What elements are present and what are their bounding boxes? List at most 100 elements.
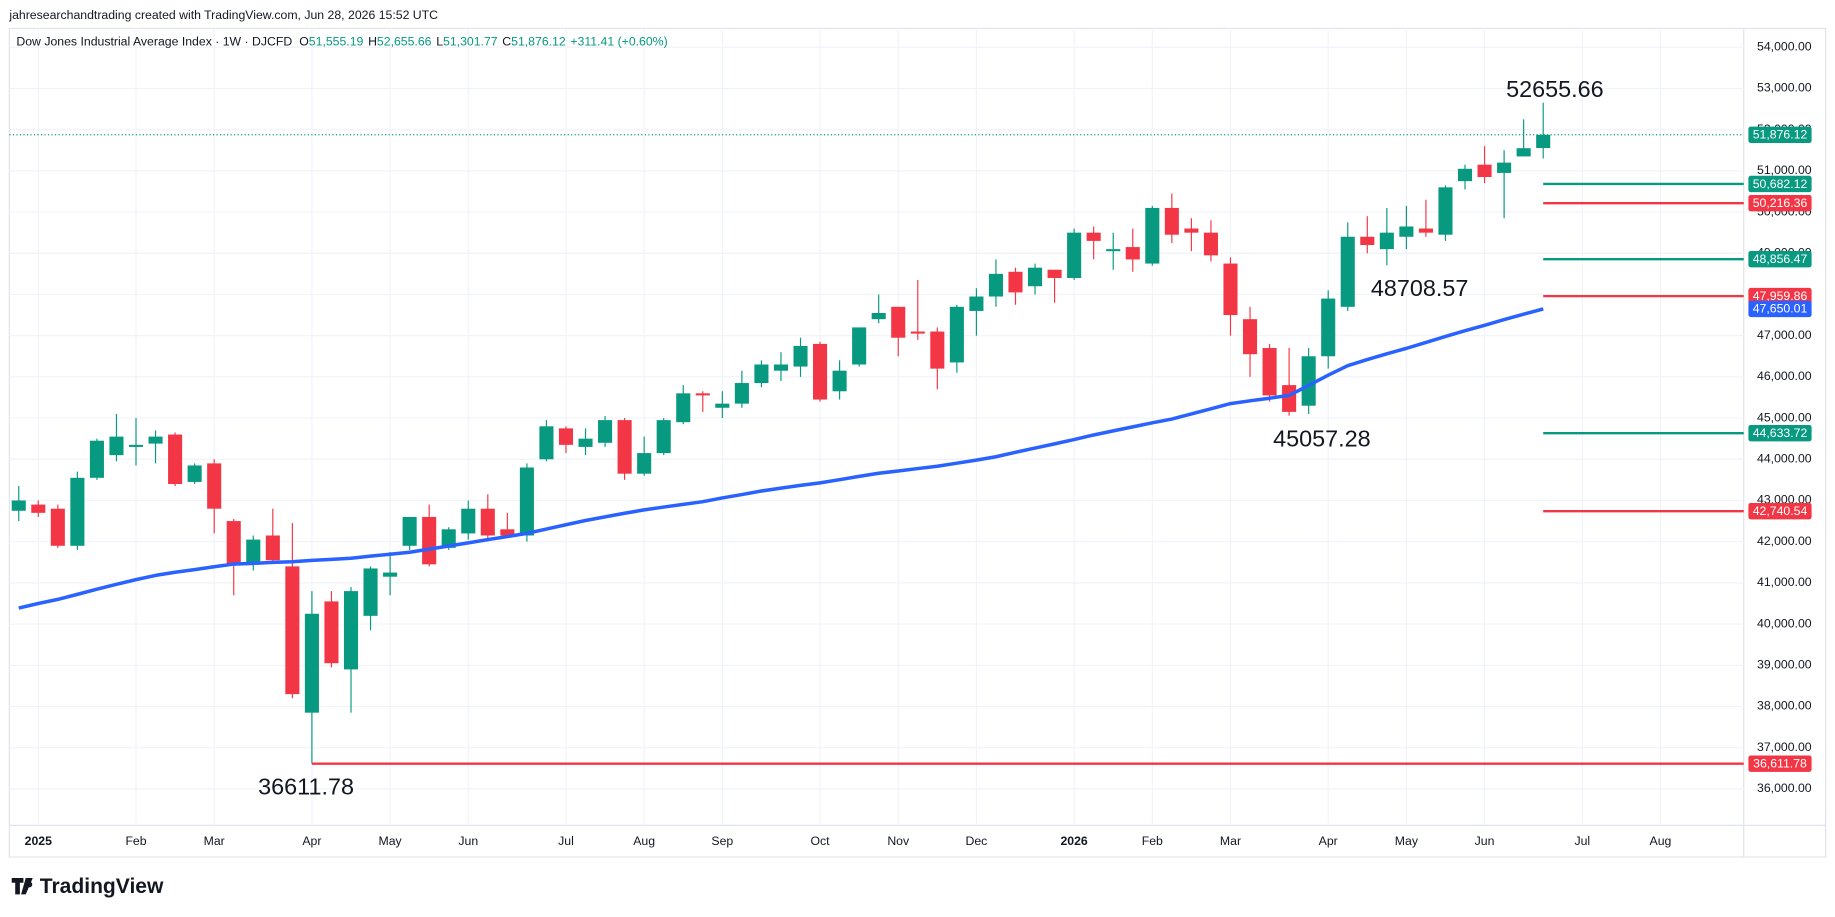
- y-tick-label: 45,000.00: [1757, 410, 1812, 424]
- y-tick-label: 54,000.00: [1757, 40, 1812, 54]
- candle-body: [578, 438, 593, 447]
- candle-body: [1340, 236, 1355, 307]
- x-tick-label: Dec: [966, 834, 988, 848]
- y-tick-label: 46,000.00: [1757, 369, 1812, 383]
- legend-value: 51,301.77: [443, 35, 498, 49]
- annotation: 52655.66: [1506, 76, 1604, 102]
- candle-body: [813, 343, 828, 400]
- candle-body: [109, 436, 124, 456]
- level-label: 44,633.72: [1753, 426, 1808, 440]
- candle-body: [1301, 356, 1316, 406]
- legend-key: O: [299, 35, 309, 49]
- x-tick-label: Jul: [1574, 834, 1590, 848]
- logo-text: TradingView: [40, 875, 164, 898]
- candle-body: [1223, 263, 1238, 316]
- candle-body: [1497, 162, 1512, 173]
- candle-body: [715, 403, 730, 408]
- y-tick-label: 51,000.00: [1757, 163, 1812, 177]
- y-tick-label: 39,000.00: [1757, 658, 1812, 672]
- candle-body: [343, 591, 359, 670]
- x-tick-label: Feb: [125, 834, 146, 848]
- candle-body: [1262, 348, 1277, 396]
- y-tick-label: 53,000.00: [1757, 81, 1812, 95]
- x-tick-label: Oct: [811, 834, 831, 848]
- level-label-box: [1748, 175, 1812, 193]
- x-tick-label: 2026: [1060, 834, 1087, 848]
- last-price-label: 51,876.12: [1753, 128, 1808, 142]
- logo: TradingView: [11, 875, 164, 898]
- x-tick-label: Jun: [1475, 834, 1495, 848]
- y-tick-label: 41,000.00: [1757, 575, 1812, 589]
- legend-key: C: [502, 35, 511, 49]
- candle-body: [637, 453, 652, 474]
- x-tick-label: May: [378, 834, 402, 848]
- legend-title: Dow Jones Industrial Average Index · 1W …: [16, 35, 292, 49]
- candle-body: [910, 331, 925, 334]
- last-price-label-box: [1748, 126, 1812, 143]
- x-tick-label: May: [1395, 834, 1419, 848]
- x-tick-label: Jun: [458, 834, 478, 848]
- candle-body: [1242, 319, 1258, 355]
- candle-body: [1164, 207, 1179, 235]
- candle-body: [168, 434, 183, 484]
- candle-body: [1067, 232, 1082, 278]
- candle-body: [1360, 236, 1375, 246]
- annotation: 45057.28: [1273, 425, 1371, 451]
- candle-body: [1457, 168, 1473, 182]
- legend-key: H: [368, 35, 377, 49]
- level-label-box: [1748, 194, 1812, 212]
- candle-body: [598, 420, 613, 443]
- candle-body: [558, 428, 574, 445]
- level-label: 36,611.78: [1753, 757, 1807, 771]
- candle-body: [304, 613, 319, 713]
- candle-body: [1086, 232, 1101, 241]
- candle-body: [539, 426, 554, 460]
- candle-body: [461, 508, 476, 534]
- overlays: 50,682.12 50,216.36 48,856.47 47,959.86 44,6…: [9, 76, 1812, 799]
- candle-body: [734, 383, 749, 404]
- candle-body: [480, 508, 495, 536]
- y-tick-label: 36,000.00: [1757, 781, 1812, 795]
- candle-body: [891, 306, 906, 338]
- candle-body: [1028, 267, 1043, 287]
- candle-body: [324, 601, 339, 664]
- candle-body: [676, 393, 691, 423]
- x-tick-label: Feb: [1142, 834, 1163, 848]
- candle-body: [265, 535, 280, 561]
- candle-body: [1047, 269, 1062, 278]
- x-tick-label: 2025: [25, 834, 52, 848]
- level-label: 47,959.86: [1753, 289, 1808, 303]
- legend-value: 51,876.12: [511, 35, 566, 49]
- x-tick-label: Mar: [204, 834, 225, 848]
- ma-label-box: [1748, 300, 1812, 318]
- candle-body: [969, 296, 984, 311]
- legend-value: 52,655.66: [377, 35, 432, 49]
- candle-body: [148, 436, 163, 444]
- y-tick-label: 47,000.00: [1757, 328, 1812, 342]
- candle-body: [1418, 228, 1433, 233]
- candle-body: [70, 477, 85, 546]
- level-label-box: [1748, 502, 1812, 520]
- candle-body: [402, 516, 417, 546]
- y-tick-label: 40,000.00: [1757, 616, 1812, 630]
- candle-body: [1536, 134, 1551, 148]
- x-tick-label: Aug: [633, 834, 655, 848]
- candle-body: [871, 313, 886, 320]
- legend-key: L: [436, 35, 443, 49]
- candle-body: [246, 539, 261, 565]
- frame: [8, 27, 1827, 858]
- candle-body: [207, 463, 222, 509]
- x-tick-label: Jul: [558, 834, 574, 848]
- candle-body: [988, 273, 1003, 297]
- candle-body: [754, 364, 769, 384]
- candle-body: [50, 508, 65, 546]
- x-tick-label: Apr: [1319, 834, 1338, 848]
- candle-body: [949, 306, 964, 363]
- candle-body: [617, 420, 632, 474]
- candle-body: [422, 516, 437, 565]
- header: jahresearchandtrading created with Tradi…: [8, 8, 438, 22]
- candle-body: [852, 327, 867, 365]
- candle-body: [11, 500, 26, 511]
